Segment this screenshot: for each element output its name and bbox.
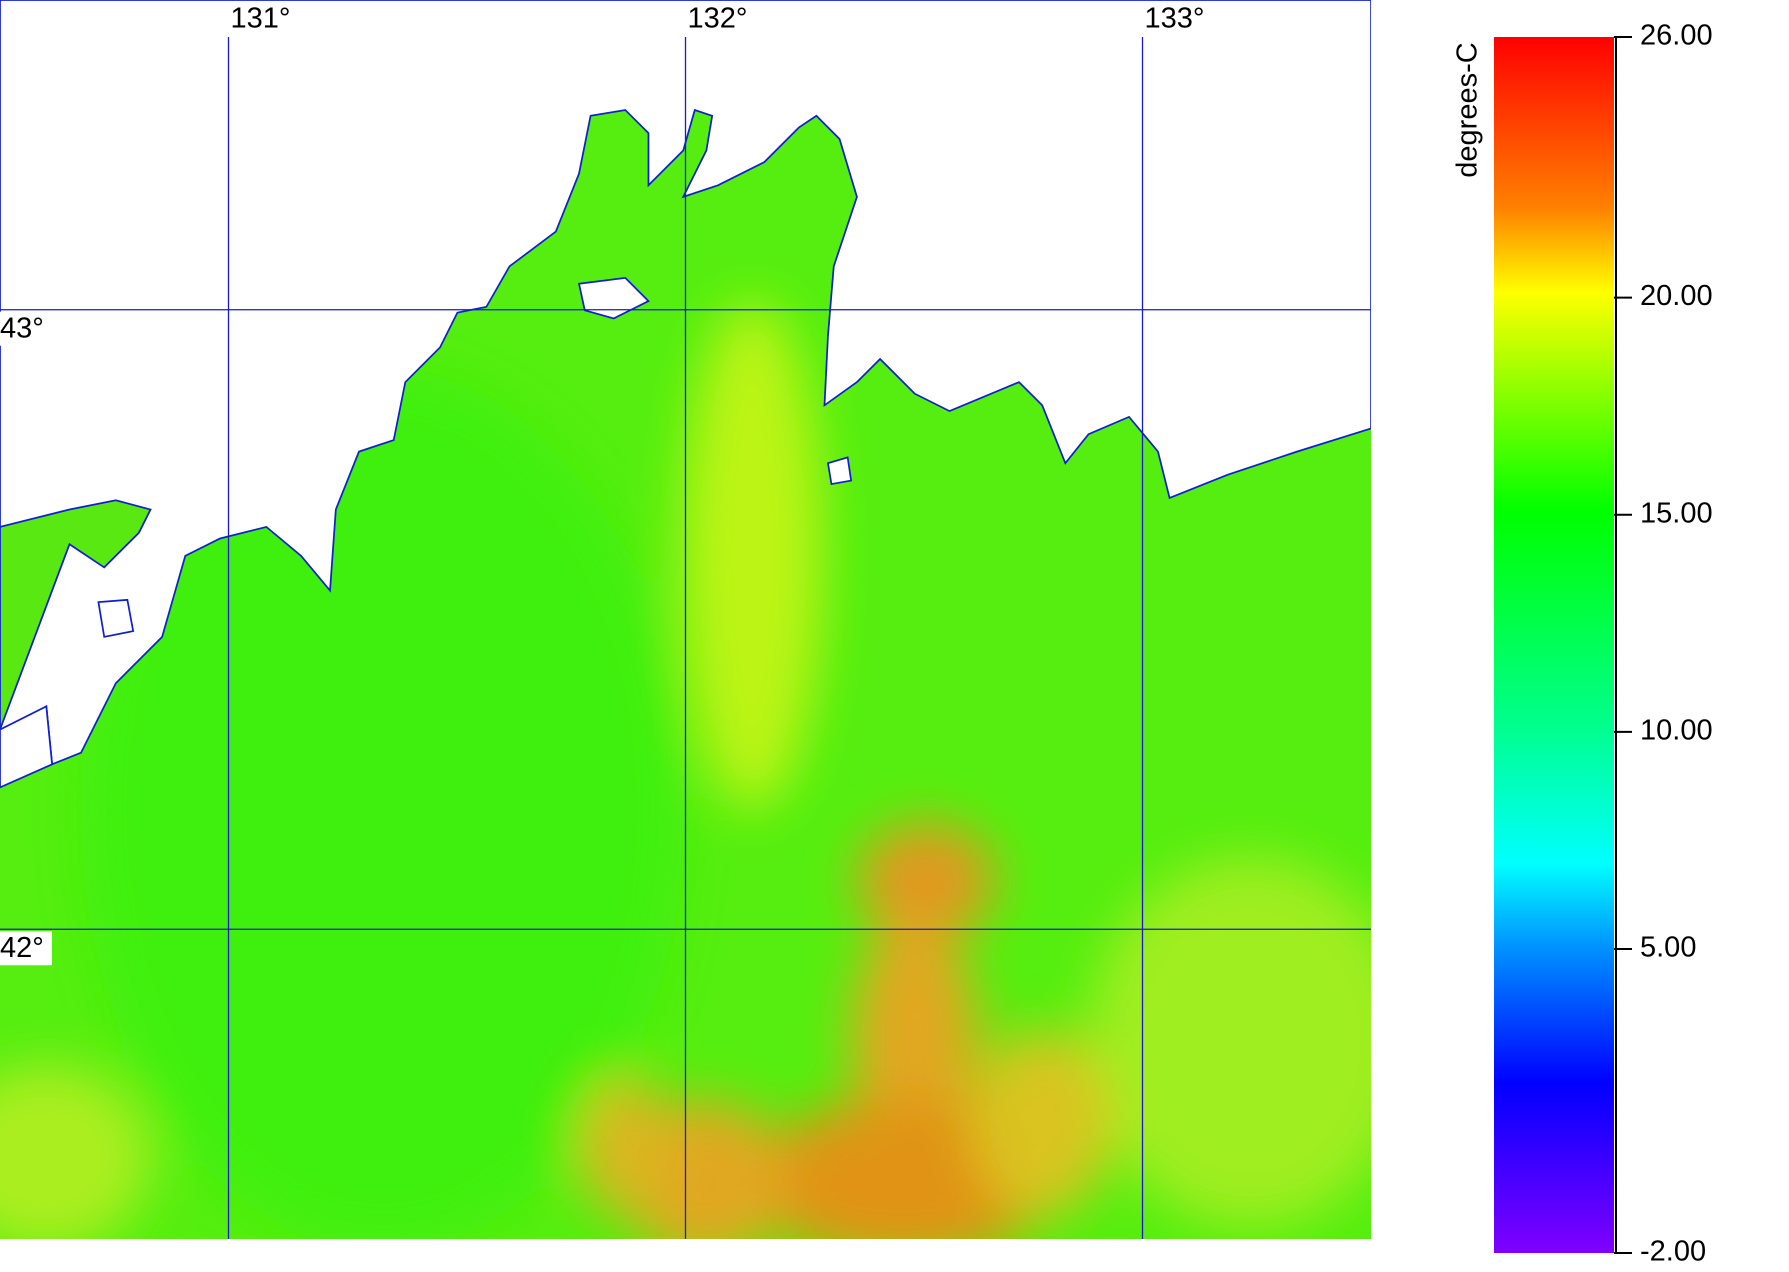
colorbar-label: degrees-C xyxy=(1452,42,1484,177)
colorbar-tick-label: 26.00 xyxy=(1640,20,1713,52)
colorbar-tick-label: 15.00 xyxy=(1640,497,1713,529)
colorbar-tick-label: 5.00 xyxy=(1640,932,1696,964)
sst-field xyxy=(0,0,1371,1239)
colorbar-tick-label: 10.00 xyxy=(1640,715,1713,747)
longitude-label: 133° xyxy=(1145,3,1205,35)
latitude-label-bg xyxy=(0,311,52,346)
latitude-label: 42° xyxy=(0,932,44,964)
longitude-label: 132° xyxy=(688,3,748,35)
latitude-label-bg xyxy=(0,931,52,966)
colorbar xyxy=(1494,37,1614,1253)
longitude-label: 131° xyxy=(231,3,291,35)
colorbar-tick-label: -2.00 xyxy=(1640,1236,1706,1268)
colorbar-tick-label: 20.00 xyxy=(1640,280,1713,312)
latitude-label: 43° xyxy=(0,312,44,344)
